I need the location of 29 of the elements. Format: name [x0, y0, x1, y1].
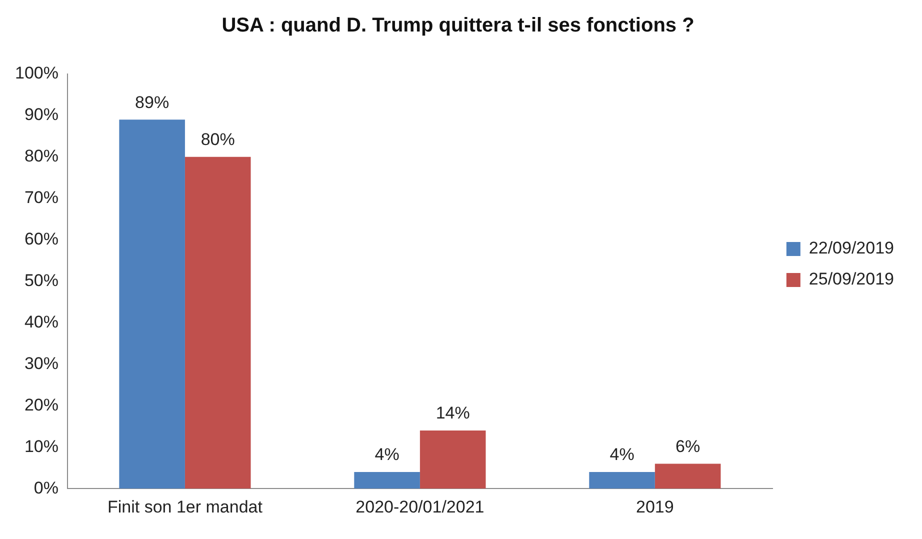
data-label: 4%	[610, 445, 634, 464]
legend-label: 22/09/2019	[808, 238, 894, 258]
y-tick-label: 80%	[24, 146, 58, 166]
bar	[589, 472, 655, 489]
chart-title: USA : quand D. Trump quittera t-il ses fonctions ?	[222, 14, 694, 37]
data-label: 6%	[676, 436, 700, 456]
legend-label: 25/09/2019	[808, 270, 894, 289]
bar	[654, 464, 721, 489]
y-tick-label: 30%	[24, 354, 58, 373]
bar	[184, 156, 251, 489]
data-label: 89%	[135, 92, 170, 112]
y-tick-label: 0%	[34, 478, 58, 498]
y-tick-label: 20%	[24, 395, 58, 414]
data-label: 80%	[200, 130, 235, 150]
y-tick-label: 60%	[24, 230, 58, 249]
x-tick-label: 2019	[636, 497, 674, 516]
data-label: 14%	[436, 404, 470, 423]
y-tick-label: 70%	[24, 188, 58, 208]
y-tick-label: 10%	[24, 436, 58, 456]
y-tick-label: 90%	[24, 105, 58, 124]
data-label: 4%	[374, 445, 400, 464]
bar	[420, 430, 486, 489]
y-tick-label: 50%	[24, 270, 58, 290]
y-tick-label: 40%	[24, 312, 58, 332]
y-tick-label: 100%	[14, 64, 58, 83]
x-tick-label: 2020-20/01/2021	[356, 497, 484, 516]
bar	[354, 472, 420, 489]
bar	[119, 120, 185, 489]
x-tick-label: Finit son 1er mandat	[107, 497, 263, 516]
